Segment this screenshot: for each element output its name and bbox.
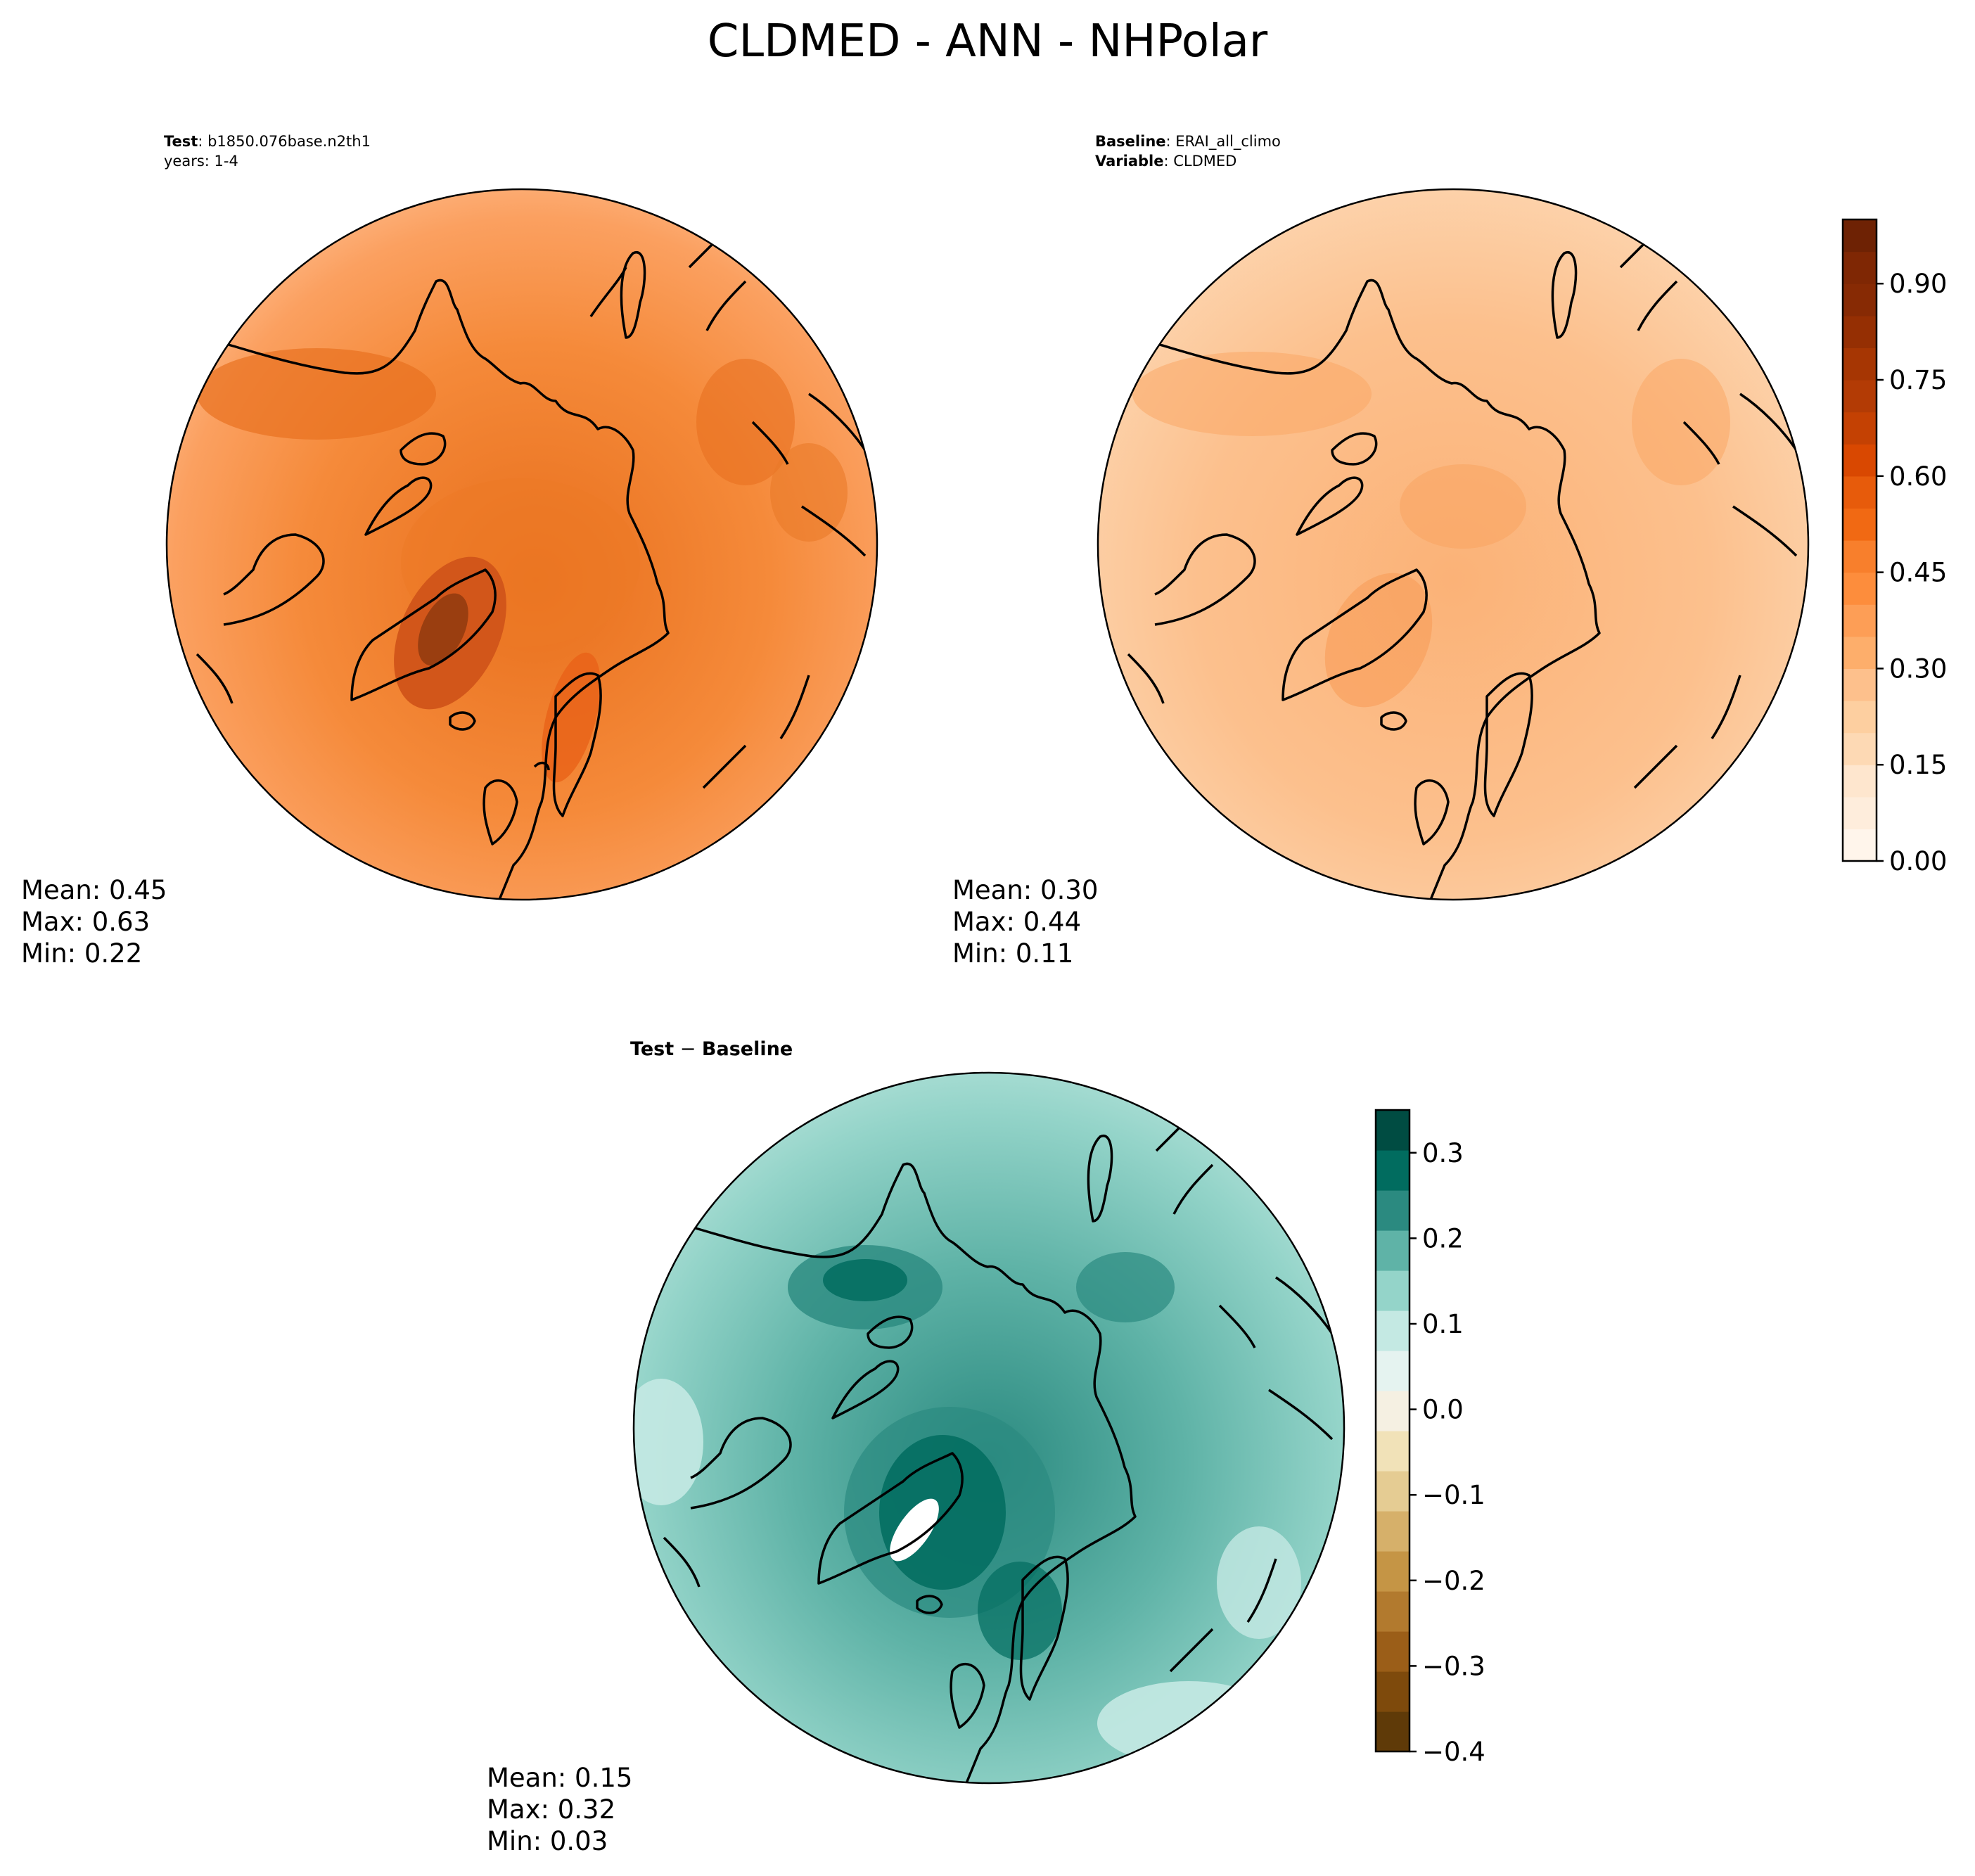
test-stat-mean: Mean: 0.45 xyxy=(21,875,167,905)
test-label: Test: b1850.076base.n2th1 xyxy=(164,133,371,150)
diff-coastlines xyxy=(663,1093,1334,1783)
cbar2-tick-label: −0.4 xyxy=(1422,1737,1485,1767)
diff-stat-min: Min: 0.03 xyxy=(487,1826,608,1856)
diff-stat-max: Max: 0.32 xyxy=(487,1794,615,1825)
baseline-map-boundary xyxy=(1097,188,1810,901)
cbar2-tick-label: 0.1 xyxy=(1422,1309,1464,1339)
cbar1-swatch xyxy=(1843,701,1877,734)
cbar2-swatch xyxy=(1376,1671,1410,1712)
test-years: years: 1-4 xyxy=(164,153,238,170)
cbar1-frame xyxy=(1841,218,1878,862)
cbar1-swatch xyxy=(1843,540,1877,573)
test-stat-max: Max: 0.63 xyxy=(21,907,150,937)
baseline-stats: Mean: 0.30 Max: 0.44 Min: 0.11 xyxy=(952,875,1098,969)
test-panel: Test: b1850.076base.n2th1 years: 1-4 xyxy=(21,133,878,969)
baseline-stat-max: Max: 0.44 xyxy=(952,907,1081,937)
cbar1-tick-label: 0.75 xyxy=(1889,365,1947,395)
cbar2-swatch xyxy=(1376,1711,1410,1752)
cbar2-swatch xyxy=(1376,1351,1410,1391)
cbar1-tick-label: 0.00 xyxy=(1889,846,1947,876)
cbar1-tick-label: 0.15 xyxy=(1889,750,1947,780)
cbar1-swatch xyxy=(1843,380,1877,413)
test-coastlines xyxy=(196,210,867,900)
cbar2-swatch xyxy=(1376,1150,1410,1191)
cbar1-swatch xyxy=(1843,732,1877,765)
test-map-field xyxy=(167,189,877,900)
cbar1-swatch xyxy=(1843,604,1877,637)
cbar1-swatch xyxy=(1843,829,1877,862)
cbar2-swatch xyxy=(1376,1391,1410,1431)
colorbar-diff: −0.4 −0.3 −0.2 −0.1 0.0 0.1 0.2 0.3 xyxy=(1374,1109,1485,1767)
test-stat-min: Min: 0.22 xyxy=(21,938,142,969)
cbar1-swatch xyxy=(1843,476,1877,509)
cbar2-swatch xyxy=(1376,1270,1410,1311)
cbar2-tick-label: 0.0 xyxy=(1422,1395,1464,1425)
figure-title: CLDMED - ANN - NHPolar xyxy=(708,15,1268,68)
baseline-map-field xyxy=(1098,189,1808,900)
colorbar-cldmed: 0.00 0.15 0.30 0.45 0.60 0.75 0.90 xyxy=(1841,218,1947,876)
cbar1-tick-label: 0.90 xyxy=(1889,269,1947,299)
diff-stats: Mean: 0.15 Max: 0.32 Min: 0.03 xyxy=(487,1763,632,1856)
cbar1-swatch xyxy=(1843,347,1877,381)
cbar2-swatch xyxy=(1376,1551,1410,1592)
baseline-stat-min: Min: 0.11 xyxy=(952,938,1073,969)
baseline-panel: Baseline: ERAI_all_climo Variable: CLDME… xyxy=(952,133,1947,969)
diff-title: Test − Baseline xyxy=(630,1038,793,1060)
diff-map-field xyxy=(634,1073,1344,1783)
cbar1-tick-label: 0.30 xyxy=(1889,653,1947,684)
cbar1-swatch xyxy=(1843,283,1877,317)
cbar2-swatch xyxy=(1376,1431,1410,1472)
cbar1-swatch xyxy=(1843,251,1877,284)
baseline-label: Baseline: ERAI_all_climo xyxy=(1095,133,1281,151)
diff-stat-mean: Mean: 0.15 xyxy=(487,1763,632,1793)
cbar2-swatch xyxy=(1376,1310,1410,1351)
cbar1-swatch xyxy=(1843,411,1877,445)
cbar1-tick-label: 0.45 xyxy=(1889,558,1947,588)
cbar2-tick-label: −0.2 xyxy=(1422,1566,1485,1596)
cbar2-tick-label: 0.2 xyxy=(1422,1223,1464,1253)
cbar2-frame xyxy=(1374,1109,1411,1753)
diff-panel: Test − Baseline xyxy=(487,1038,1485,1856)
cbar2-swatch xyxy=(1376,1190,1410,1231)
cbar2-swatch xyxy=(1376,1471,1410,1512)
cbar1-swatch xyxy=(1843,444,1877,477)
cbar1-swatch xyxy=(1843,219,1877,253)
cbar1-swatch xyxy=(1843,796,1877,829)
cbar2-swatch xyxy=(1376,1631,1410,1672)
cbar1-swatch xyxy=(1843,636,1877,669)
cbar1-swatch xyxy=(1843,668,1877,701)
cbar2-swatch xyxy=(1376,1511,1410,1552)
cbar1-swatch xyxy=(1843,765,1877,798)
cbar2-swatch xyxy=(1376,1591,1410,1632)
cbar2-tick-label: 0.3 xyxy=(1422,1138,1464,1168)
diff-map-boundary xyxy=(632,1071,1346,1785)
cbar2-swatch xyxy=(1376,1230,1410,1271)
cbar1-swatch xyxy=(1843,508,1877,541)
cbar1-swatch xyxy=(1843,572,1877,605)
baseline-stat-mean: Mean: 0.30 xyxy=(952,875,1098,905)
cbar2-tick-label: −0.1 xyxy=(1422,1480,1485,1510)
cbar1-swatch xyxy=(1843,315,1877,348)
cbar2-tick-label: −0.3 xyxy=(1422,1651,1485,1681)
cbar2-swatch xyxy=(1376,1110,1410,1151)
test-stats: Mean: 0.45 Max: 0.63 Min: 0.22 xyxy=(21,875,167,969)
baseline-variable: Variable: CLDMED xyxy=(1095,153,1236,170)
cbar1-tick-label: 0.60 xyxy=(1889,461,1947,492)
test-map-boundary xyxy=(165,188,878,901)
